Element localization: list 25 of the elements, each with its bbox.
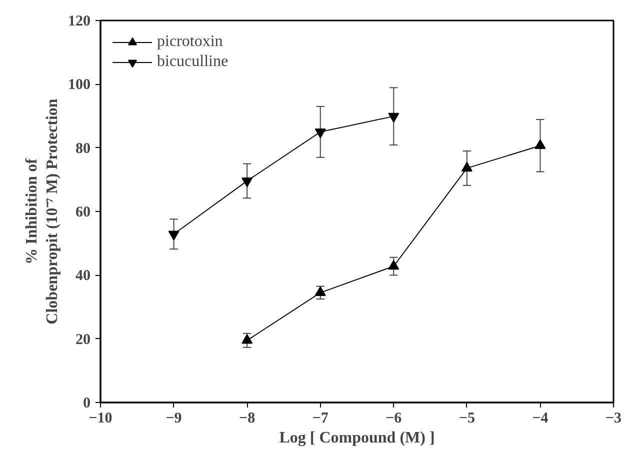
x-tick-label: −5 <box>458 410 475 426</box>
y-tick-label: 20 <box>76 332 90 348</box>
point <box>242 334 253 344</box>
y-tick-label: 120 <box>68 14 90 30</box>
y-tick-label: 40 <box>76 268 90 284</box>
x-tick-label: −6 <box>386 410 402 426</box>
x-tick-label: −9 <box>166 410 182 426</box>
x-tick-label: −4 <box>532 410 549 426</box>
y-axis-title: % Inhibition of Clobenpropit (10⁻⁷ M) Protection <box>24 98 61 324</box>
x-tick-label: −8 <box>239 410 256 426</box>
y-tick-label: 80 <box>76 140 90 157</box>
point <box>314 286 326 296</box>
x-tick-label: −3 <box>605 410 622 426</box>
point <box>388 260 400 270</box>
legend-label: bicuculline <box>157 53 228 71</box>
legend-label: picrotoxin <box>157 33 223 51</box>
point <box>388 112 400 123</box>
y-tick-label: 0 <box>83 396 90 412</box>
x-tick-label: −7 <box>312 410 329 426</box>
x-axis-title: Log [ Compound (M) ] <box>279 430 435 446</box>
y-tick-label: 100 <box>68 77 90 94</box>
x-tick-label: −10 <box>88 410 112 426</box>
y-tick-label: 60 <box>76 204 90 220</box>
point <box>242 178 253 188</box>
point <box>314 128 326 138</box>
